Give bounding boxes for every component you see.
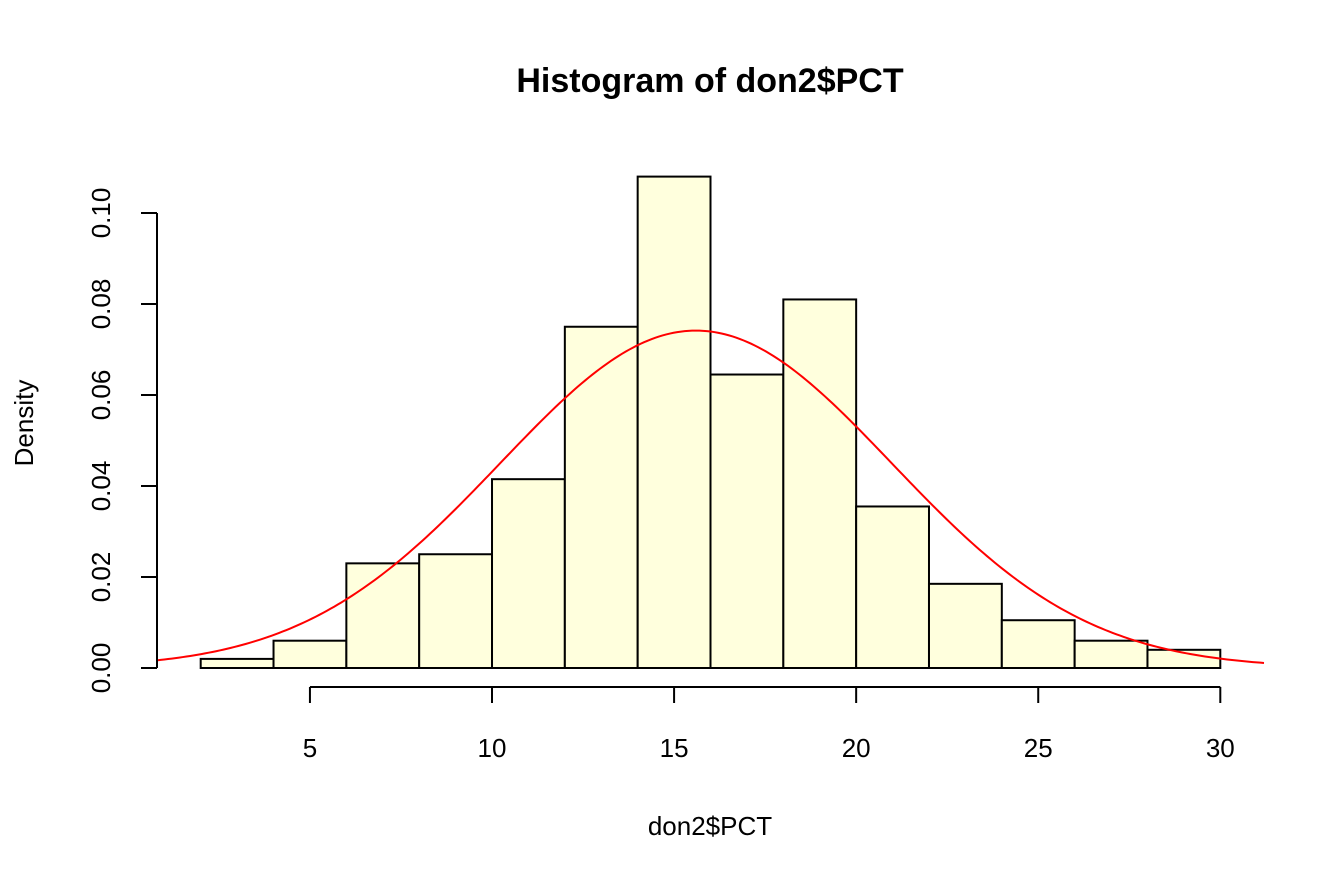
histogram-bar-13 <box>1073 639 1149 670</box>
y-tick-label: 0.00 <box>86 643 116 694</box>
histogram-bar-9 <box>782 298 858 669</box>
x-tick-label: 15 <box>660 733 689 763</box>
y-tick-label: 0.04 <box>86 461 116 512</box>
histogram-bar-8 <box>709 373 785 669</box>
y-axis-title: Density <box>9 380 39 467</box>
y-tick-label: 0.02 <box>86 552 116 603</box>
x-axis: 5 10 15 20 25 30 <box>303 686 1235 763</box>
x-tick-label: 30 <box>1206 733 1235 763</box>
histogram-bar-4 <box>418 553 494 669</box>
histogram-bar-10 <box>855 505 930 669</box>
x-tick-label: 5 <box>303 733 317 763</box>
histogram-bar-12 <box>1000 619 1076 669</box>
chart-title: Histogram of don2$PCT <box>516 62 903 100</box>
y-tick-label: 0.06 <box>86 370 116 421</box>
y-axis: 0.00 0.02 0.04 0.06 0.08 0.10 <box>86 188 158 694</box>
histogram-bar-3 <box>345 562 421 669</box>
curve-layer <box>156 329 1265 664</box>
bars-layer <box>199 175 1222 670</box>
normal-density-curve <box>156 329 1265 664</box>
y-tick-label: 0.10 <box>86 188 116 239</box>
histogram-bar-7 <box>636 175 712 669</box>
histogram-bar-2 <box>272 639 348 670</box>
x-tick-label: 20 <box>842 733 871 763</box>
x-tick-label: 10 <box>478 733 507 763</box>
histogram-bar-5 <box>491 478 566 669</box>
histogram-bar-1 <box>199 657 275 670</box>
histogram-bar-11 <box>927 582 1003 670</box>
histogram-bar-6 <box>563 325 639 669</box>
x-tick-label: 25 <box>1024 733 1053 763</box>
y-tick-label: 0.08 <box>86 279 116 330</box>
x-axis-title: don2$PCT <box>648 811 772 841</box>
